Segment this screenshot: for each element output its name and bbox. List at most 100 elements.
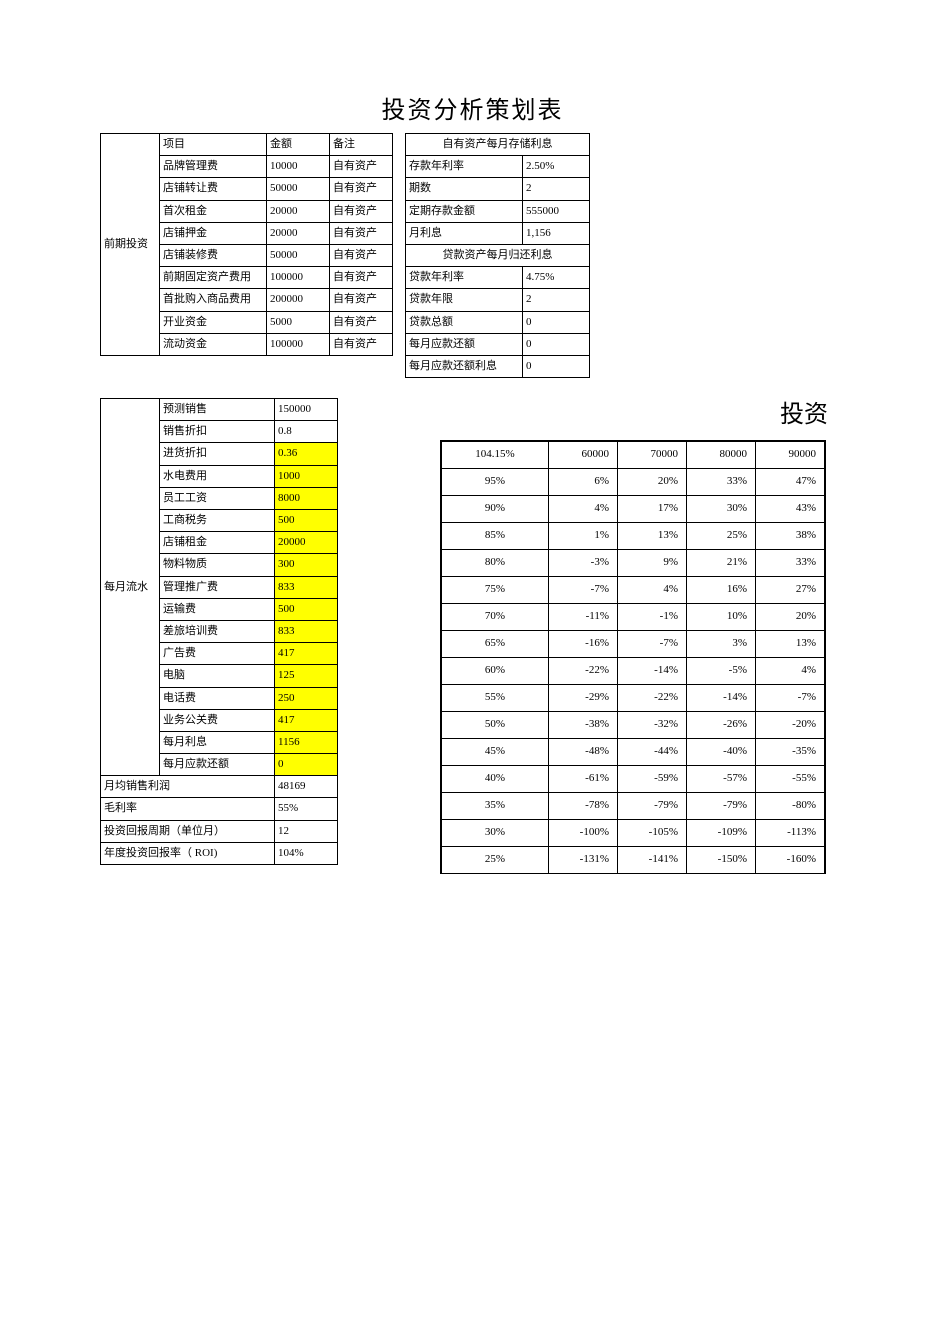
flow-summary-val: 48169 [275,776,338,798]
roi-cell: -113% [756,820,826,847]
flow-val: 300 [275,554,338,576]
roi-cell: 20% [756,604,826,631]
flow-summary-key: 毛利率 [101,798,275,820]
invest-amount: 100000 [267,333,330,355]
flow-item: 工商税务 [160,510,275,532]
roi-cell: -7% [549,577,618,604]
loan-key: 贷款年利率 [406,267,523,289]
invest-amount: 20000 [267,222,330,244]
roi-cell: -22% [618,685,687,712]
loan-key: 贷款总额 [406,311,523,333]
invest-amount: 10000 [267,156,330,178]
flow-val: 500 [275,598,338,620]
flow-item: 差旅培训费 [160,620,275,642]
flow-item: 电话费 [160,687,275,709]
roi-row-header: 90% [441,496,549,523]
roi-cell: 4% [549,496,618,523]
roi-cell: -26% [687,712,756,739]
roi-cell: -29% [549,685,618,712]
roi-cell: 47% [756,469,826,496]
flow-item: 物料物质 [160,554,275,576]
roi-cell: -141% [618,847,687,874]
roi-cell: -32% [618,712,687,739]
roi-cell: -38% [549,712,618,739]
flow-summary-key: 年度投资回报率（ ROI) [101,842,275,864]
flow-val: 20000 [275,532,338,554]
flow-val: 417 [275,643,338,665]
flow-val: 833 [275,576,338,598]
roi-cell: -3% [549,550,618,577]
loan-val: 0 [523,333,590,355]
invest-item: 首批购入商品费用 [160,289,267,311]
invest-note: 自有资产 [330,289,393,311]
roi-cell: 20% [618,469,687,496]
invest-amount: 5000 [267,311,330,333]
roi-row-header: 65% [441,631,549,658]
roi-cell: 16% [687,577,756,604]
roi-cell: 38% [756,523,826,550]
roi-row-header: 55% [441,685,549,712]
loan-val: 0 [523,311,590,333]
roi-row-header: 25% [441,847,549,874]
invest-note: 自有资产 [330,244,393,266]
roi-cell: -79% [687,793,756,820]
roi-col-header: 70000 [618,441,687,469]
roi-cell: -131% [549,847,618,874]
roi-col-header: 60000 [549,441,618,469]
roi-cell: -1% [618,604,687,631]
flow-val: 0.36 [275,443,338,465]
roi-cell: 27% [756,577,826,604]
loan-key: 贷款年限 [406,289,523,311]
roi-row-header: 85% [441,523,549,550]
invest-note: 自有资产 [330,200,393,222]
loan-val: 2 [523,289,590,311]
invest-item: 店铺装修费 [160,244,267,266]
invest-item: 前期固定资产费用 [160,267,267,289]
flow-val: 0.8 [275,421,338,443]
roi-row-header: 50% [441,712,549,739]
invest-amount: 100000 [267,267,330,289]
invest-item: 开业资金 [160,311,267,333]
savings-val: 1,156 [523,222,590,244]
roi-cell: 13% [618,523,687,550]
roi-cell: -40% [687,739,756,766]
savings-key: 期数 [406,178,523,200]
roi-row-header: 40% [441,766,549,793]
invest-item: 店铺转让费 [160,178,267,200]
flow-item: 水电费用 [160,465,275,487]
roi-cell: -80% [756,793,826,820]
roi-cell: -61% [549,766,618,793]
flow-summary-key: 投资回报周期（单位月） [101,820,275,842]
savings-header: 自有资产每月存储利息 [406,134,590,156]
flow-item: 销售折扣 [160,421,275,443]
roi-cell: 21% [687,550,756,577]
loan-val: 4.75% [523,267,590,289]
invest-item: 品牌管理费 [160,156,267,178]
roi-cell: -22% [549,658,618,685]
invest-amount: 200000 [267,289,330,311]
roi-cell: -55% [756,766,826,793]
roi-row-header: 30% [441,820,549,847]
roi-cell: -105% [618,820,687,847]
roi-cell: -79% [618,793,687,820]
roi-cell: -16% [549,631,618,658]
flow-item: 电脑 [160,665,275,687]
flow-val: 1000 [275,465,338,487]
flow-val: 0 [275,754,338,776]
roi-cell: -5% [687,658,756,685]
roi-row-header: 80% [441,550,549,577]
savings-key: 定期存款金额 [406,200,523,222]
loan-key: 每月应款还额利息 [406,355,523,377]
roi-cell: -44% [618,739,687,766]
roi-cell: -7% [618,631,687,658]
roi-cell: 13% [756,631,826,658]
flow-val: 250 [275,687,338,709]
flow-item: 店铺租金 [160,532,275,554]
flow-val: 500 [275,510,338,532]
roi-cell: -57% [687,766,756,793]
invest-item: 流动资金 [160,333,267,355]
flow-item: 员工工资 [160,487,275,509]
flow-val: 417 [275,709,338,731]
flow-val: 150000 [275,399,338,421]
roi-cell: -14% [618,658,687,685]
